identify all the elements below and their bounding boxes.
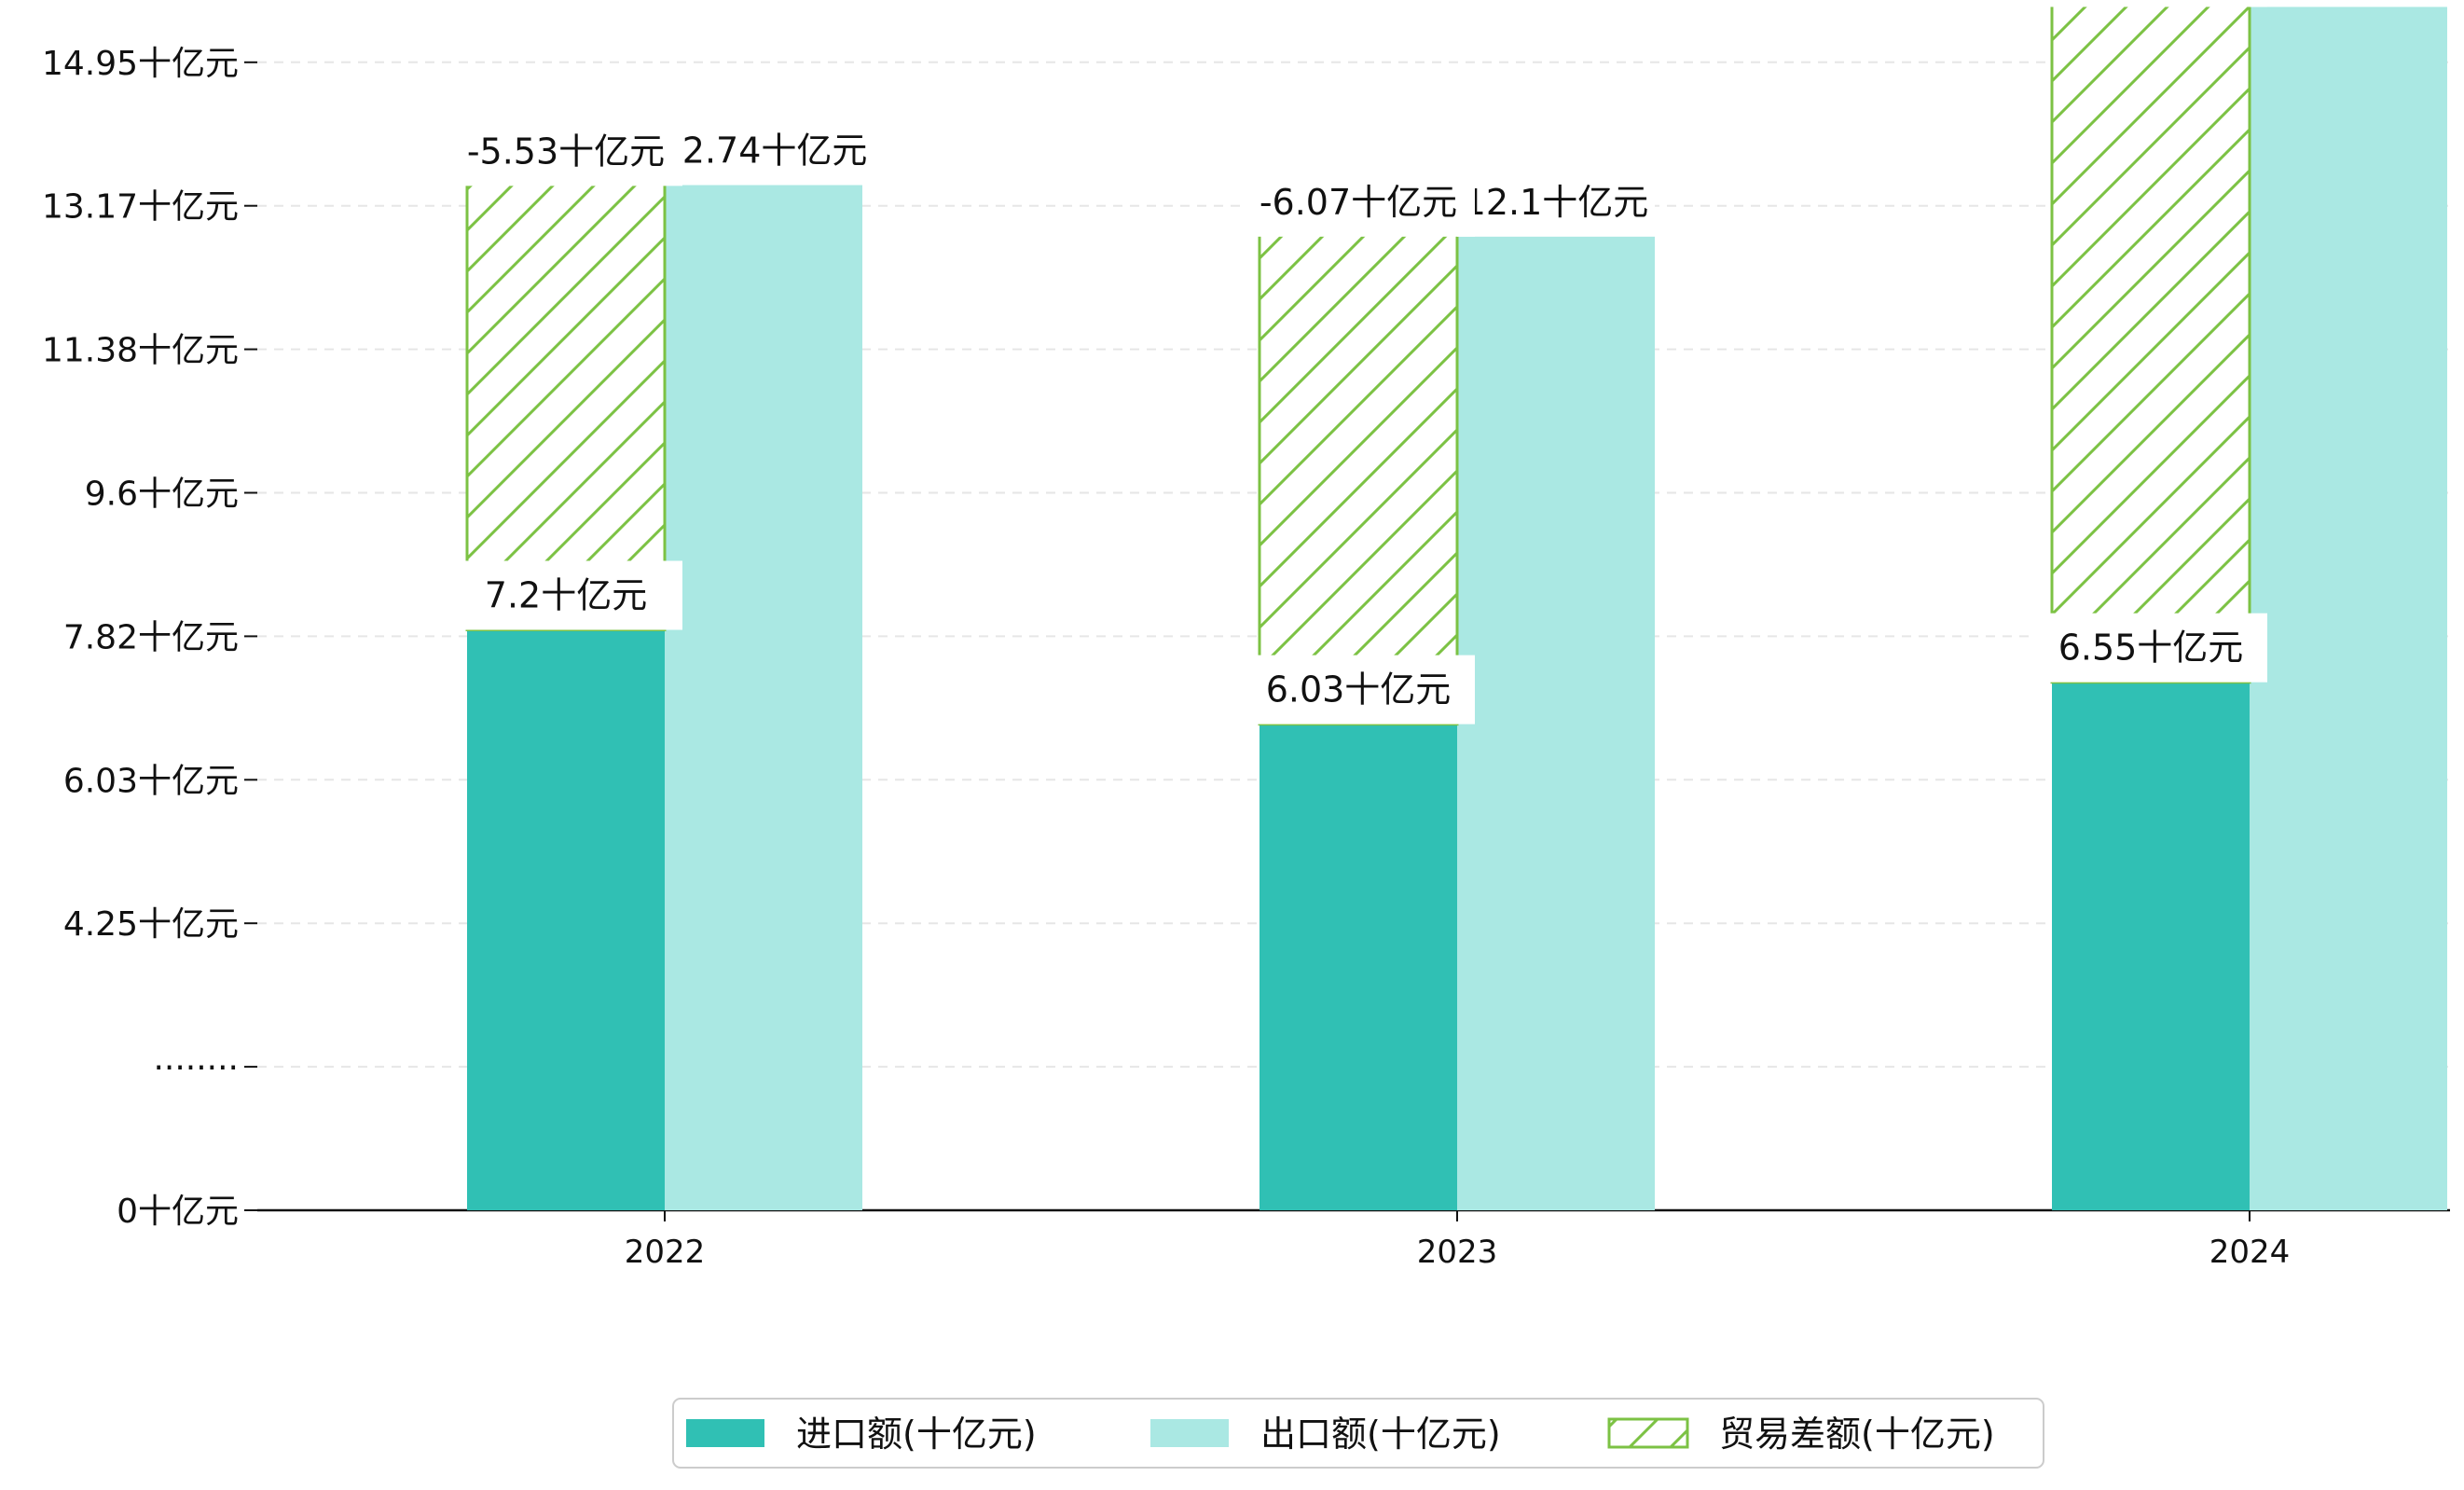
balance-value-label-bg bbox=[449, 117, 682, 186]
import-value-label-bg bbox=[449, 560, 682, 630]
legend-balance-swatch bbox=[1607, 1417, 1689, 1449]
y-tick-label: 0十亿元 bbox=[117, 1193, 239, 1231]
x-tick-label: 2024 bbox=[2209, 1234, 2291, 1271]
y-tick-label: 6.03十亿元 bbox=[63, 762, 239, 800]
balance-value-label-bg bbox=[1242, 167, 1475, 237]
export-value-label-bg bbox=[2250, 0, 2447, 7]
balance-value-label: -6.07十亿元 bbox=[1260, 182, 1457, 223]
import-value-label: 6.03十亿元 bbox=[1266, 669, 1452, 711]
y-tick-label: 7.82十亿元 bbox=[63, 618, 239, 656]
import-bar bbox=[2052, 682, 2250, 1210]
export-bar bbox=[1457, 234, 1655, 1211]
legend-box bbox=[672, 1398, 2044, 1469]
import-value-label: 7.2十亿元 bbox=[485, 574, 647, 615]
import-value-label-bg bbox=[2034, 613, 2267, 683]
y-tick-label: ········ bbox=[153, 1049, 239, 1087]
legend: 进口额(十亿元) 出口额(十亿元) 贸易差额(十亿元) bbox=[672, 1398, 2044, 1469]
balance-value-label-bg bbox=[2034, 0, 2267, 7]
bars bbox=[465, 3, 2447, 1211]
export-bar bbox=[665, 183, 862, 1211]
y-tick-label: 13.17十亿元 bbox=[42, 188, 239, 227]
export-value-label: 12.1十亿元 bbox=[1464, 182, 1649, 223]
y-tick-label: 14.95十亿元 bbox=[42, 45, 239, 83]
y-tick-label: 11.38十亿元 bbox=[42, 332, 239, 370]
balance-bar bbox=[465, 182, 667, 631]
balance-value-label: -5.53十亿元 bbox=[467, 131, 665, 172]
import-bar bbox=[1260, 724, 1457, 1210]
x-tick-label: 2022 bbox=[625, 1234, 706, 1271]
legend-import-swatch bbox=[686, 1419, 764, 1447]
import-value-label-bg bbox=[1242, 655, 1475, 724]
export-value-label-bg bbox=[665, 116, 862, 186]
legend-export-swatch bbox=[1150, 1419, 1229, 1447]
balance-bar bbox=[1258, 233, 1459, 726]
export-bar bbox=[2250, 5, 2447, 1211]
export-value-label-bg bbox=[1457, 167, 1655, 237]
data-labels: 12.74十亿元 7.2十亿元 -5.53十亿元 12.1十亿元 6.03十亿元 -6.0… bbox=[449, 0, 2447, 724]
export-value-label: 12.74十亿元 bbox=[660, 130, 868, 171]
balance-bar bbox=[2050, 3, 2251, 684]
legend-import-label: 进口额(十亿元) bbox=[796, 1414, 1037, 1455]
legend-balance-label: 贸易差额(十亿元) bbox=[1719, 1414, 1995, 1455]
y-tick-label: 4.25十亿元 bbox=[63, 905, 239, 944]
legend-export-label: 出口额(十亿元) bbox=[1260, 1414, 1501, 1455]
import-bar bbox=[467, 629, 665, 1210]
x-tick-label: 2023 bbox=[1417, 1234, 1498, 1271]
y-tick-label: 9.6十亿元 bbox=[85, 476, 239, 514]
import-value-label: 6.55十亿元 bbox=[2058, 628, 2244, 669]
